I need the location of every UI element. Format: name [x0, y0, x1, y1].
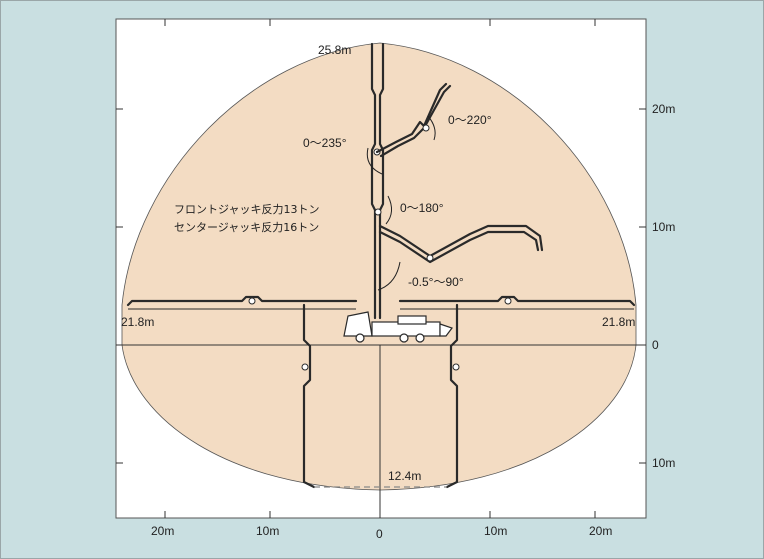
right-tick-0: 0: [652, 338, 659, 352]
right-ticks: [639, 108, 646, 464]
bottom-tick-20m-right: 20m: [589, 524, 612, 538]
left-ticks: [116, 108, 123, 464]
arc-third: [385, 195, 392, 225]
bottom-tick-20m-left: 20m: [151, 524, 174, 538]
label-top-height: 25.8m: [318, 43, 351, 57]
bottom-tick-0: 0: [376, 527, 383, 541]
arc-tip: [427, 115, 436, 141]
truck: [343, 311, 453, 343]
outrigger-right: [398, 295, 636, 310]
leg-left: [301, 303, 316, 489]
boom-vertical: [370, 42, 385, 320]
bottom-tick-10m-left: 10m: [256, 524, 279, 538]
label-jack-center: センタージャッキ反力16トン: [174, 221, 319, 234]
right-tick-10m-lower: 10m: [652, 456, 675, 470]
label-angle-tip: 0～220°: [448, 113, 492, 127]
right-tick-20m: 20m: [652, 102, 675, 116]
top-ticks: [164, 19, 596, 26]
bottom-tick-10m-right: 10m: [484, 524, 507, 538]
boom-upper-arm: [375, 82, 452, 158]
bottom-ticks: [164, 511, 596, 518]
boom-middle-arm: [378, 224, 544, 264]
label-angle-third: 0～180°: [400, 201, 444, 215]
label-left-reach: 21.8m: [121, 315, 154, 329]
right-tick-10m-upper: 10m: [652, 220, 675, 234]
outrigger-left: [126, 295, 358, 310]
label-jack-front: フロントジャッキ反力13トン: [174, 203, 319, 216]
label-right-reach: 21.8m: [602, 315, 635, 329]
label-angle-second: 0～235°: [303, 136, 347, 150]
arc-base: [377, 261, 401, 291]
arc-second: [366, 147, 383, 175]
label-angle-base: -0.5°～90°: [408, 275, 464, 289]
leg-right: [445, 303, 460, 489]
label-bottom-depth: 12.4m: [388, 469, 421, 483]
